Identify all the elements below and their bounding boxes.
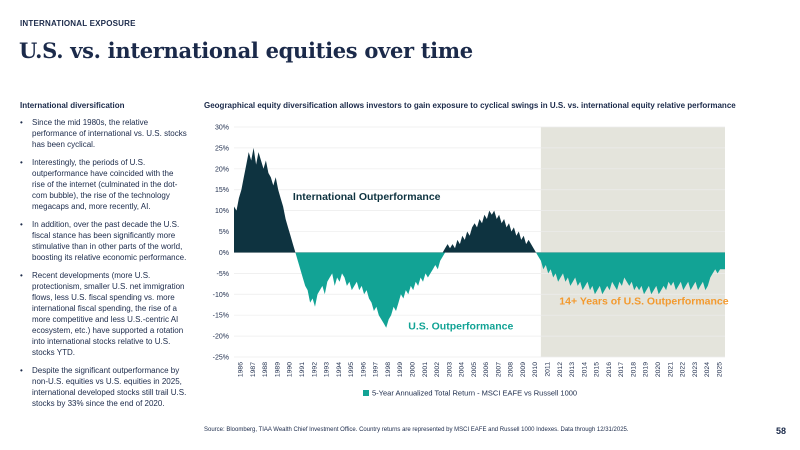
chart-title: Geographical equity diversification allo… xyxy=(204,101,736,110)
x-tick-label: 2015 xyxy=(594,362,601,377)
x-tick-label: 2010 xyxy=(532,362,539,377)
x-tick-label: 2003 xyxy=(446,362,453,377)
us-outperformance-area xyxy=(234,252,725,328)
x-tick-label: 2001 xyxy=(422,362,429,377)
bullet-item: Recent developments (more U.S. protectio… xyxy=(20,270,188,358)
x-tick-label: 1993 xyxy=(324,362,331,377)
bullet-item: Since the mid 1980s, the relative perfor… xyxy=(20,117,188,150)
x-tick-label: 1995 xyxy=(348,362,355,377)
relative-performance-chart: -25% -20% -15% -10% -5% 0% 5% 10% 15% 20% 25% 30% 19… xyxy=(213,125,729,398)
x-tick-label: 2011 xyxy=(545,362,552,377)
bullet-item: Interestingly, the periods of U.S. outpe… xyxy=(20,157,188,212)
legend-swatch xyxy=(363,390,369,396)
y-tick-label: 0% xyxy=(219,250,229,257)
x-tick-label: 2020 xyxy=(655,362,662,377)
x-tick-label: 2002 xyxy=(434,362,441,377)
x-tick-label: 2009 xyxy=(520,362,527,377)
x-tick-label: 2016 xyxy=(606,362,613,377)
x-tick-label: 2005 xyxy=(471,362,478,377)
x-tick-label: 2000 xyxy=(410,362,417,377)
x-tick-label: 2012 xyxy=(557,362,564,377)
x-tick-label: 2013 xyxy=(569,362,576,377)
x-tick-label: 1989 xyxy=(275,362,282,377)
y-tick-label: 25% xyxy=(215,145,229,152)
bullet-item: Despite the significant outperformance b… xyxy=(20,365,188,409)
sidebar-title: International diversification xyxy=(20,101,125,110)
y-tick-label: 30% xyxy=(215,125,229,132)
y-tick-label: 20% xyxy=(215,166,229,173)
y-tick-label: -20% xyxy=(213,334,229,341)
x-tick-label: 1992 xyxy=(311,362,318,377)
x-tick-label: 2018 xyxy=(630,362,637,377)
x-tick-label: 2004 xyxy=(459,362,466,377)
x-tick-label: 1997 xyxy=(373,362,380,377)
y-tick-label: -5% xyxy=(217,271,229,278)
y-tick-label: -15% xyxy=(213,313,229,320)
x-tick-label: 1999 xyxy=(397,362,404,377)
x-tick-label: 2023 xyxy=(692,362,699,377)
y-tick-label: -25% xyxy=(213,355,229,362)
annotation-label: International Outperformance xyxy=(293,191,441,203)
x-tick-label: 2022 xyxy=(680,362,687,377)
x-tick-label: 1986 xyxy=(238,362,245,377)
y-tick-label: 15% xyxy=(215,187,229,194)
x-tick-label: 2021 xyxy=(667,362,674,377)
x-tick-label: 2014 xyxy=(581,362,588,377)
annotation-label: 14+ Years of U.S. Outperformance xyxy=(559,295,728,307)
x-tick-label: 2024 xyxy=(704,362,711,377)
x-tick-label: 1990 xyxy=(287,362,294,377)
legend-label: 5-Year Annualized Total Return - MSCI EA… xyxy=(372,389,577,398)
annotation-label: U.S. Outperformance xyxy=(408,320,513,332)
x-tick-label: 1998 xyxy=(385,362,392,377)
x-tick-label: 2025 xyxy=(716,362,723,377)
page-number: 58 xyxy=(776,426,787,436)
bullet-item: In addition, over the past decade the U.… xyxy=(20,219,188,263)
x-tick-label: 2006 xyxy=(483,362,490,377)
x-tick-label: 1991 xyxy=(299,362,306,377)
y-tick-label: 5% xyxy=(219,229,229,236)
x-tick-label: 1987 xyxy=(250,362,257,377)
bullet-list: Since the mid 1980s, the relative perfor… xyxy=(20,117,188,416)
section-kicker: INTERNATIONAL EXPOSURE xyxy=(20,19,136,28)
x-tick-label: 2008 xyxy=(508,362,515,377)
y-tick-label: -10% xyxy=(213,292,229,299)
y-tick-label: 10% xyxy=(215,208,229,215)
international-outperformance-area xyxy=(234,147,725,253)
x-tick-label: 1994 xyxy=(336,362,343,377)
x-tick-label: 2017 xyxy=(618,362,625,377)
shaded-region xyxy=(540,127,725,357)
x-tick-label: 1988 xyxy=(262,362,269,377)
page-title: U.S. vs. international equities over tim… xyxy=(19,38,473,63)
x-tick-label: 1996 xyxy=(360,362,367,377)
source-note: Source: Bloomberg, TIAA Wealth Chief Inv… xyxy=(204,427,629,433)
x-tick-label: 2019 xyxy=(643,362,650,377)
x-tick-label: 2007 xyxy=(495,362,502,377)
